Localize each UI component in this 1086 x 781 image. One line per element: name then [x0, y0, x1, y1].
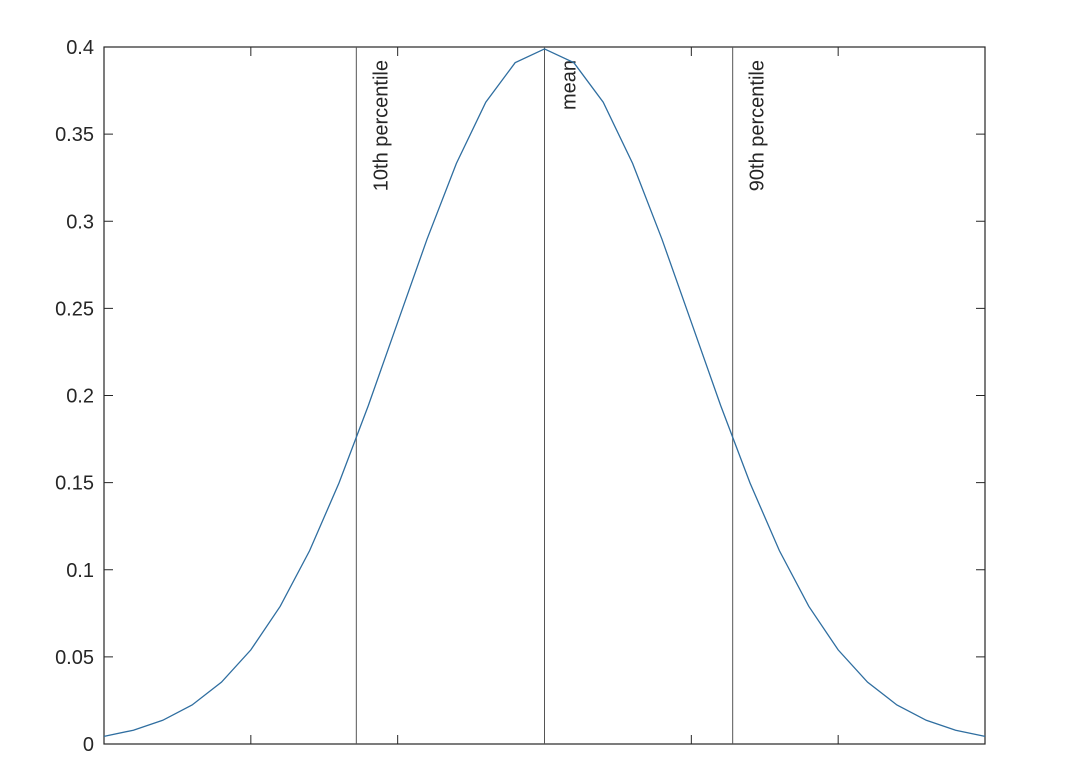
- y-tick-label: 0.2: [66, 386, 94, 408]
- reference-label: 10th percentile: [370, 60, 392, 191]
- y-tick-label: 0.05: [55, 647, 94, 669]
- y-tick-label: 0.15: [55, 473, 94, 495]
- reference-label: mean: [559, 60, 581, 110]
- y-tick-label: 0.1: [66, 560, 94, 582]
- y-tick-label: 0.4: [66, 37, 94, 59]
- y-tick-label: 0.35: [55, 124, 94, 146]
- reference-label: 90th percentile: [747, 60, 769, 191]
- data-line: [103, 48, 986, 737]
- y-tick-label: 0.3: [66, 211, 94, 233]
- y-tick-label: 0.25: [55, 298, 94, 320]
- y-tick-label: 0: [83, 734, 94, 756]
